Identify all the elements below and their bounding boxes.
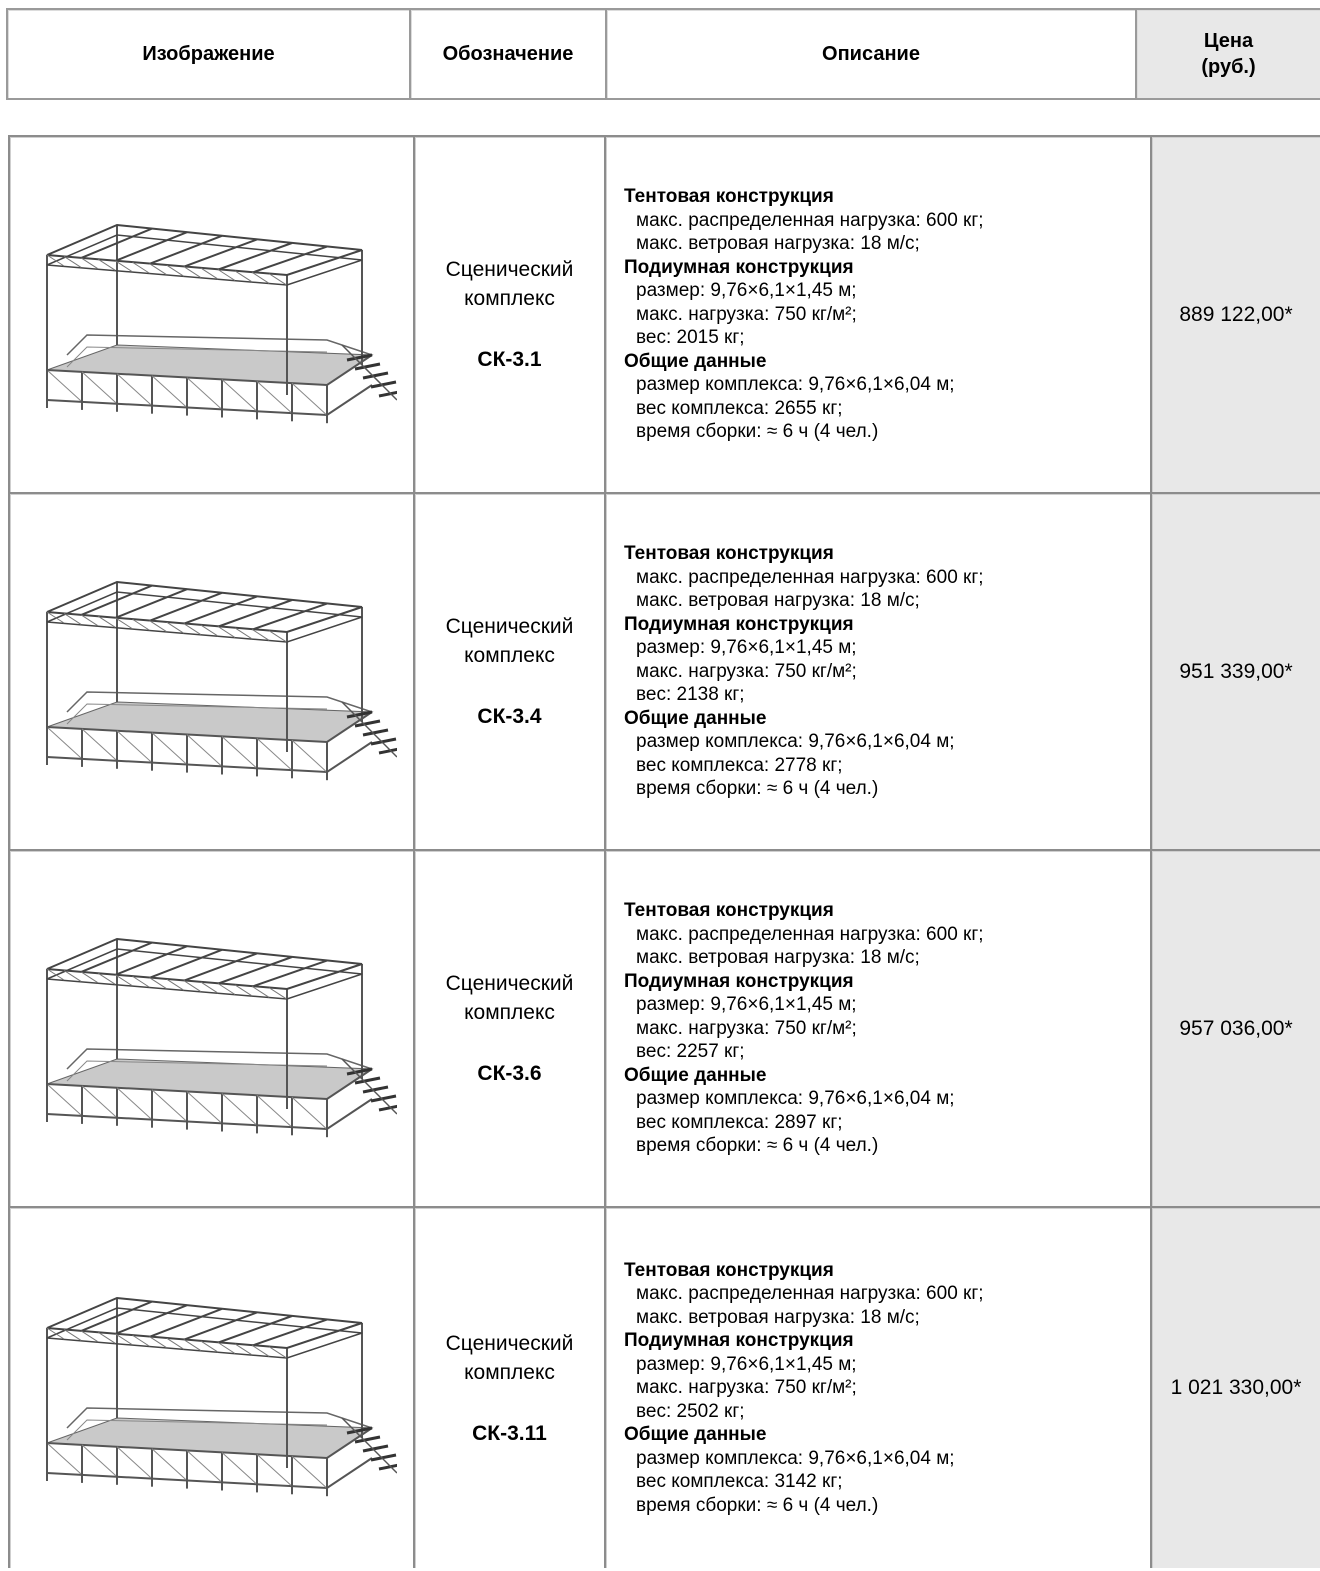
general-spec-line: вес комплекса: 2778 кг;	[636, 754, 843, 776]
product-name-line1: Сценический	[445, 1331, 574, 1355]
podium-spec-line: макс. нагрузка: 750 кг/м²;	[636, 303, 857, 325]
product-code: СК-3.6	[477, 1062, 542, 1085]
podium-spec-line: размер: 9,76×6,1×1,45 м;	[636, 994, 857, 1016]
general-heading: Общие данные	[624, 1064, 767, 1086]
price-cell: 889 122,00*	[1150, 135, 1320, 492]
stage-complex-illustration-icon	[10, 1268, 413, 1508]
product-name-line1: Сценический	[445, 258, 574, 281]
podium-heading: Подиумная конструкция	[624, 256, 854, 278]
podium-spec-line: макс. нагрузка: 750 кг/м²;	[636, 1017, 857, 1039]
designation-cell: Сценический комплекс СК-3.1	[413, 135, 604, 492]
product-name-line2: комплекс	[464, 287, 555, 310]
price-cell: 951 339,00*	[1150, 492, 1320, 849]
designation-cell: Сценический комплекс СК-3.11	[413, 1206, 604, 1568]
tent-heading: Тентовая конструкция	[624, 186, 834, 208]
product-name-line2: комплекс	[464, 644, 555, 667]
tent-spec-line: макс. ветровая нагрузка: 18 м/с;	[636, 233, 920, 255]
podium-spec-line: вес: 2257 кг;	[636, 1041, 745, 1063]
general-spec-line: вес комплекса: 2655 кг;	[636, 397, 843, 419]
tent-spec-line: макс. распределенная нагрузка: 600 кг;	[636, 566, 984, 588]
image-cell	[8, 849, 413, 1206]
product-code: СК-3.1	[477, 348, 542, 371]
description-cell: Тентовая конструкция макс. распределенная…	[604, 492, 1150, 849]
tent-spec-line: макс. распределенная нагрузка: 600 кг;	[636, 209, 984, 231]
podium-spec-line: макс. нагрузка: 750 кг/м²;	[636, 1377, 857, 1399]
tent-heading: Тентовая конструкция	[624, 543, 834, 565]
tent-spec-line: макс. ветровая нагрузка: 18 м/с;	[636, 947, 920, 969]
podium-heading: Подиумная конструкция	[624, 1330, 854, 1352]
general-spec-line: размер комплекса: 9,76×6,1×6,04 м;	[636, 1447, 955, 1469]
stage-complex-illustration-icon	[10, 552, 413, 792]
general-heading: Общие данные	[624, 1424, 767, 1446]
image-cell	[8, 492, 413, 849]
header-description: Описание	[605, 8, 1135, 100]
price-cell: 1 021 330,00*	[1150, 1206, 1320, 1568]
podium-heading: Подиумная конструкция	[624, 970, 854, 992]
tent-heading: Тентовая конструкция	[624, 1259, 834, 1281]
product-name-line2: комплекс	[464, 1001, 555, 1024]
product-code: СК-3.11	[472, 1421, 547, 1445]
podium-spec-line: вес: 2502 кг;	[636, 1400, 745, 1422]
podium-spec-line: макс. нагрузка: 750 кг/м²;	[636, 660, 857, 682]
header-price-line2: (руб.)	[1201, 56, 1256, 78]
general-spec-line: размер комплекса: 9,76×6,1×6,04 м;	[636, 731, 955, 753]
stage-complex-illustration-icon	[10, 195, 413, 435]
header-price-line1: Цена	[1203, 30, 1254, 52]
general-heading: Общие данные	[624, 707, 767, 729]
general-spec-line: размер комплекса: 9,76×6,1×6,04 м;	[636, 1088, 955, 1110]
podium-spec-line: размер: 9,76×6,1×1,45 м;	[636, 637, 857, 659]
table-row: Сценический комплекс СК-3.11 Тентовая конст…	[8, 1206, 1320, 1568]
table-row: Сценический комплекс СК-3.1 Тентовая констр…	[8, 135, 1320, 492]
product-code: СК-3.4	[477, 705, 542, 728]
table-row: Сценический комплекс СК-3.6 Тентовая констр…	[8, 849, 1320, 1206]
header-price: Цена (руб.)	[1135, 8, 1320, 100]
general-heading: Общие данные	[624, 350, 767, 372]
podium-heading: Подиумная конструкция	[624, 613, 854, 635]
description-cell: Тентовая конструкция макс. распределенная…	[604, 1206, 1150, 1568]
designation-cell: Сценический комплекс СК-3.4	[413, 492, 604, 849]
tent-heading: Тентовая конструкция	[624, 900, 834, 922]
general-spec-line: время сборки: ≈ 6 ч (4 чел.)	[636, 421, 879, 443]
general-spec-line: размер комплекса: 9,76×6,1×6,04 м;	[636, 374, 955, 396]
product-name-line1: Сценический	[445, 972, 574, 995]
tent-spec-line: макс. ветровая нагрузка: 18 м/с;	[636, 590, 920, 612]
podium-spec-line: размер: 9,76×6,1×1,45 м;	[636, 280, 857, 302]
price-cell: 957 036,00*	[1150, 849, 1320, 1206]
header-table: Изображение Обозначение Описание Цена (р…	[6, 8, 1320, 100]
header-image: Изображение	[6, 8, 409, 100]
stage-complex-illustration-icon	[10, 909, 413, 1149]
products-table: Сценический комплекс СК-3.1 Тентовая констр…	[8, 135, 1320, 1568]
image-cell	[8, 135, 413, 492]
podium-spec-line: вес: 2138 кг;	[636, 684, 745, 706]
podium-spec-line: вес: 2015 кг;	[636, 327, 745, 349]
general-spec-line: время сборки: ≈ 6 ч (4 чел.)	[636, 778, 879, 800]
podium-spec-line: размер: 9,76×6,1×1,45 м;	[636, 1353, 857, 1375]
table-row: Сценический комплекс СК-3.4 Тентовая констр…	[8, 492, 1320, 849]
header-designation: Обозначение	[409, 8, 605, 100]
description-cell: Тентовая конструкция макс. распределенная…	[604, 135, 1150, 492]
tent-spec-line: макс. ветровая нагрузка: 18 м/с;	[636, 1306, 920, 1328]
image-cell	[8, 1206, 413, 1568]
general-spec-line: вес комплекса: 2897 кг;	[636, 1111, 843, 1133]
general-spec-line: время сборки: ≈ 6 ч (4 чел.)	[636, 1494, 879, 1516]
product-name-line2: комплекс	[464, 1360, 555, 1384]
designation-cell: Сценический комплекс СК-3.6	[413, 849, 604, 1206]
general-spec-line: вес комплекса: 3142 кг;	[636, 1471, 843, 1493]
description-cell: Тентовая конструкция макс. распределенная…	[604, 849, 1150, 1206]
tent-spec-line: макс. распределенная нагрузка: 600 кг;	[636, 1283, 984, 1305]
general-spec-line: время сборки: ≈ 6 ч (4 чел.)	[636, 1135, 879, 1157]
tent-spec-line: макс. распределенная нагрузка: 600 кг;	[636, 923, 984, 945]
product-name-line1: Сценический	[445, 615, 574, 638]
